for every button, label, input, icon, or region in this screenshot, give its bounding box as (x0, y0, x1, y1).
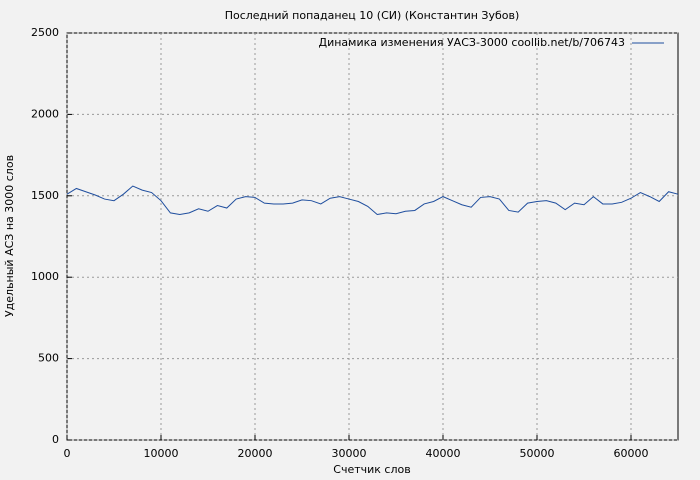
y-tick-label: 1000 (31, 270, 59, 283)
x-tick-label: 20000 (238, 447, 273, 460)
legend-label: Динамика изменения УАСЗ-3000 coollib.net… (319, 36, 626, 49)
x-axis-label: Счетчик слов (333, 463, 410, 476)
y-axis-label: Удельный АСЗ на 3000 слов (3, 155, 16, 317)
x-tick-label: 30000 (332, 447, 367, 460)
chart-title: Последний попаданец 10 (СИ) (Константин … (225, 9, 520, 22)
x-tick-label: 50000 (520, 447, 555, 460)
x-tick-label: 60000 (614, 447, 649, 460)
y-tick-label: 500 (38, 352, 59, 365)
x-tick-label: 10000 (144, 447, 179, 460)
y-tick-label: 0 (52, 433, 59, 446)
x-tick-label: 0 (64, 447, 71, 460)
x-tick-label: 40000 (426, 447, 461, 460)
y-tick-label: 1500 (31, 189, 59, 202)
y-tick-label: 2500 (31, 26, 59, 39)
plot-frame (66, 32, 679, 441)
data-line (66, 185, 679, 216)
y-tick-label: 2000 (31, 107, 59, 120)
